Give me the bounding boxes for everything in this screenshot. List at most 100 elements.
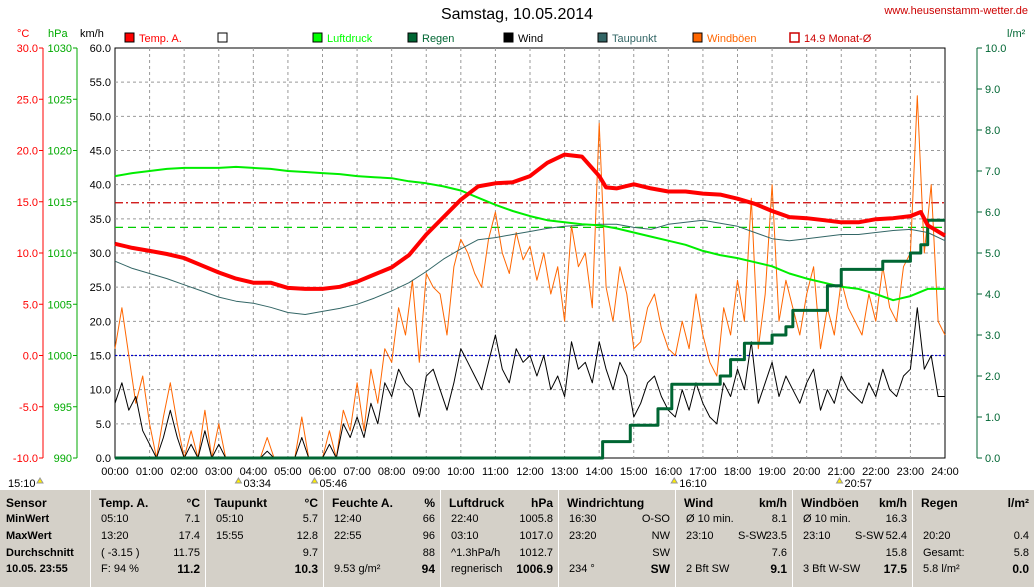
cell-value: 9.7 [302,547,318,559]
col-unit: km/h [758,496,787,510]
cell-label: regnerisch [451,563,503,575]
col-temp: Temp. A. °C 05:10 7.1 13:20 17.4 ( -3.15 ) 11.7… [90,490,206,587]
legend-label: Taupunkt [612,33,657,45]
col-header: Taupunkt [214,496,268,510]
y-tick-temp: 10.0 [17,248,38,260]
cell-value: 1006.9 [516,562,553,576]
cell-value: 1005.8 [519,513,553,525]
x-tick-label: 07:00 [343,466,371,478]
y-tick-rain: 8.0 [985,125,1000,137]
y-tick-wind: 15.0 [90,351,111,363]
legend-label: Temp. A. [139,33,182,45]
cell-value: NW [651,530,670,542]
cell-value: 5.8 [1013,547,1029,559]
legend-swatch [503,32,514,43]
time-marker [36,477,44,484]
col-humidity: Feuchte A.% 12:40 66 22:55 96 88 9.53 g/m² 94 [323,490,441,587]
cell-label: Ø 10 min. [803,513,851,525]
temp-unit: °C [17,28,29,40]
y-tick-temp: -5.0 [19,402,38,414]
row-label-min: MinWert [6,513,50,525]
cell-value: 0.0 [1012,562,1029,576]
y-tick-temp: 15.0 [17,197,38,209]
series-line-temp-a- [114,152,947,291]
legend-swatch [597,32,608,43]
x-tick-label: 24:00 [931,466,959,478]
rain-unit: l/m² [1007,28,1026,40]
col-dew: Taupunkt °C 05:10 5.7 15:55 12.8 9.7 10.3 [205,490,324,587]
cell-label: 05:10 [101,513,129,525]
series-line-regen [115,218,945,460]
cell-value: 10.3 [294,562,318,576]
cell-label: 23:10 [803,530,831,542]
x-tick-label: 12:00 [516,466,544,478]
cell-label: 20:20 [923,530,951,542]
cell-label: 3 Bft W-SW [803,563,861,575]
series-line-taupunkt [114,219,946,315]
cell-value: 23.5 [765,530,787,542]
cell-label: 03:10 [451,530,479,542]
cell-value: 88 [422,547,435,559]
y-tick-rain: 2.0 [985,371,1000,383]
y-tick-rain: 9.0 [985,84,1000,96]
x-tick-label: 15:00 [620,466,648,478]
y-tick-wind: 40.0 [90,180,111,192]
cell-value: O-SO [641,513,670,525]
col-header: Sensor [6,496,47,510]
cell-label: F: 94 % [101,563,139,575]
site-url[interactable]: www.heusenstamm-wetter.de [884,5,1028,17]
y-tick-rain: 4.0 [985,289,1000,301]
col-unit: hPa [530,496,553,510]
x-tick-label: 14:00 [585,466,613,478]
y-tick-wind: 30.0 [90,248,111,260]
time-marker [234,477,243,484]
cell-value: 16.3 [885,513,907,525]
col-unit: l/m² [1007,496,1029,510]
col-sensor: Sensor MinWert MaxWert Durchschnitt 10.0… [0,490,90,587]
cell-label: ( -3.15 ) [101,547,140,559]
legend-swatch [692,32,703,43]
y-tick-rain: 0.0 [985,453,1000,465]
col-header: Windrichtung [567,496,645,510]
time-marker [670,477,679,484]
cell-label: 22:55 [334,530,362,542]
cell-label: Gesamt: [923,547,965,559]
y-tick-rain: 3.0 [985,330,1000,342]
series-line-luftdruck [114,165,945,302]
y-tick-temp: 5.0 [23,299,38,311]
col-wind: Wind km/h Ø 10 min. 8.1 23:10 S-SW 23.5 7.6 2 Bf… [675,490,793,587]
y-tick-pressure: 1010 [48,248,72,260]
cell-label: 13:20 [101,530,129,542]
y-tick-wind: 60.0 [90,43,111,55]
cell-value: SW [652,547,670,559]
cell-label: 2 Bft SW [686,563,730,575]
y-tick-pressure: 1015 [48,197,72,209]
cell-label: 12:40 [334,513,362,525]
x-tick-label: 08:00 [378,466,406,478]
col-unit: % [424,496,435,510]
y-tick-wind: 5.0 [96,419,111,431]
x-tick-label: 02:00 [170,466,198,478]
time-marker [310,477,319,484]
col-unit: km/h [878,496,907,510]
col-header: Temp. A. [99,496,149,510]
cell-value: 8.1 [771,513,787,525]
legend-swatch [124,32,135,43]
y-tick-pressure: 1000 [48,351,72,363]
y-tick-temp: 30.0 [17,43,38,55]
legend-label: Windböen [707,33,757,45]
y-tick-pressure: 1025 [48,94,72,106]
time-marker-label: 05:46 [320,478,348,490]
col-unit: °C [186,496,200,510]
x-tick-label: 17:00 [689,466,717,478]
y-tick-rain: 10.0 [985,43,1006,55]
legend-label: Regen [422,33,454,45]
y-tick-pressure: 1030 [48,43,72,55]
y-tick-wind: 50.0 [90,111,111,123]
cell-value: 9.1 [770,562,787,576]
y-tick-wind: 20.0 [90,316,111,328]
x-tick-label: 00:00 [101,466,129,478]
y-tick-wind: 35.0 [90,214,111,226]
y-tick-pressure: 1020 [48,146,72,158]
y-tick-wind: 10.0 [90,385,111,397]
